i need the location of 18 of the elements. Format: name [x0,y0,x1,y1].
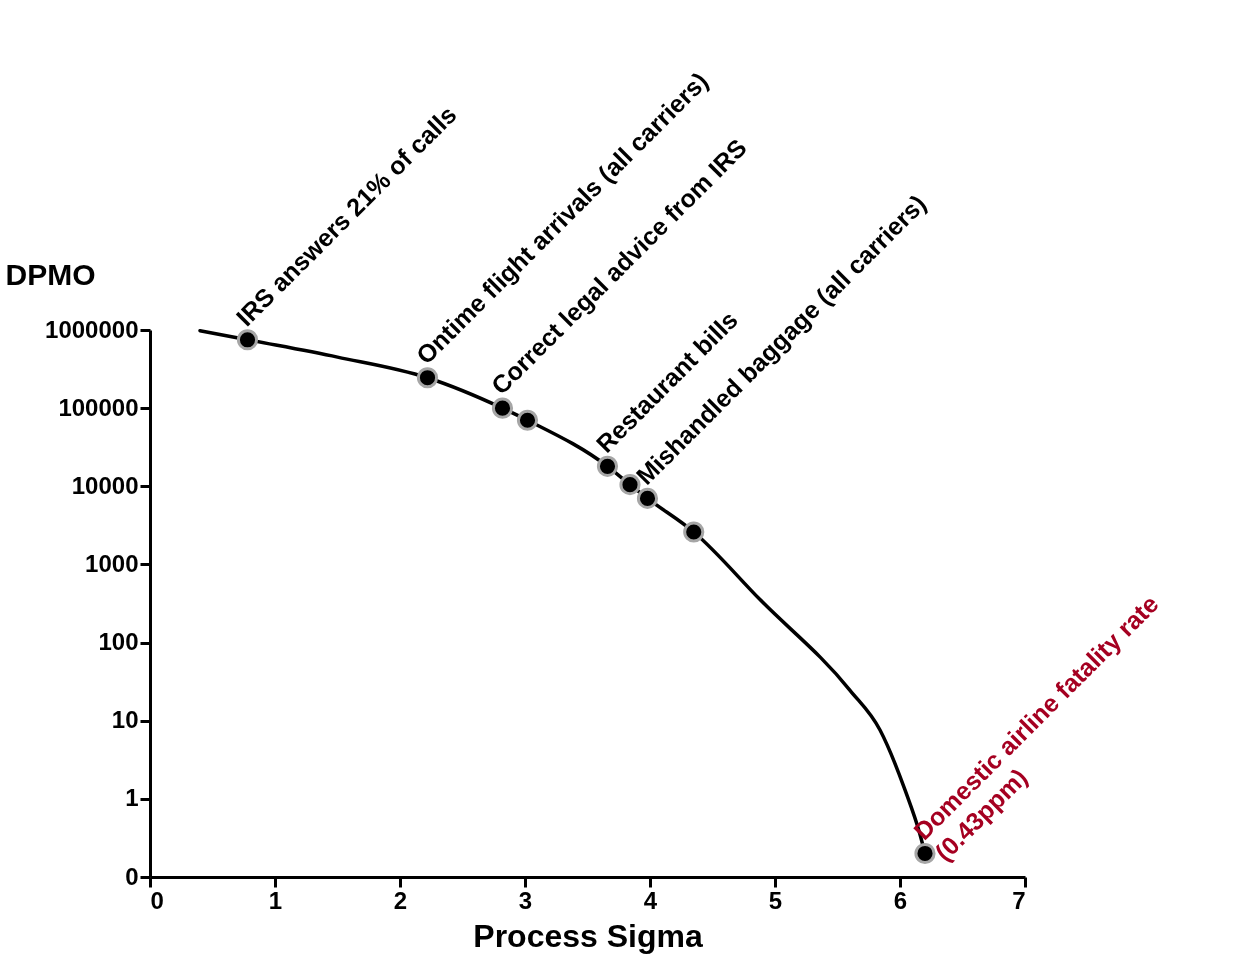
x-tick-label: 5 [768,886,783,914]
x-tick-label: 2 [393,886,408,914]
y-tick-label: 0 [125,862,139,890]
y-tick-label: 1 [125,784,139,812]
x-tick-label: 7 [1012,886,1026,914]
y-axis-title: DPMO [5,257,96,291]
x-tick-label: 3 [518,886,533,914]
y-tick-label: 1000000 [45,315,139,343]
y-tick-label: 100000 [58,393,139,421]
x-tick-label: 1 [268,886,283,914]
x-tick-label: 0 [150,886,164,914]
y-tick-label: 100 [98,628,139,656]
y-tick-label: 1000 [85,549,139,577]
y-tick-label: 10000 [71,471,139,499]
x-tick-label: 6 [893,886,908,914]
y-tick-label: 10 [111,706,139,734]
x-tick-label: 4 [643,886,658,914]
x-axis-title: Process Sigma [473,917,703,954]
